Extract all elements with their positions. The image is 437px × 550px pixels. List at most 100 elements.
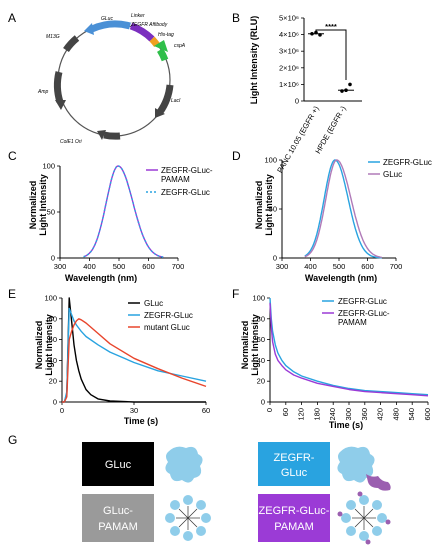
panel-label-e: E — [8, 287, 16, 301]
box-zegfr-gluc-label-1: ZEGFR- — [274, 452, 315, 464]
e-y-tick-label: 80 — [49, 314, 57, 323]
amp-segment — [53, 71, 64, 104]
d-y-axis-title-line2: Light Intensity — [264, 174, 274, 236]
f-x-tick-label: 0 — [265, 408, 274, 412]
c-x-tick-label: 500 — [113, 262, 126, 271]
gluc-gene-arrow — [90, 20, 131, 33]
c-x-tick-label: 300 — [54, 262, 67, 271]
d-x-tick-label: 500 — [333, 262, 346, 271]
e-x-axis-title: Time (s) — [124, 416, 158, 426]
cole1-segment — [103, 131, 121, 140]
f-x-tick-label: 180 — [312, 408, 321, 421]
e-y-tick-label: 0 — [53, 398, 57, 407]
b-data-point — [318, 33, 322, 37]
b-data-point — [310, 31, 314, 36]
gluc-arrowhead — [84, 23, 94, 35]
box-zegfr-gluc-pamam — [258, 494, 330, 542]
f-y-tick-label: 40 — [257, 356, 265, 365]
box-gluc-pamam — [82, 494, 154, 542]
e-x-tick-label: 60 — [202, 406, 210, 415]
b-y-axis-title: Light Intensity (RLU) — [249, 16, 259, 105]
f-legend-label-pamam-2: PAMAM — [338, 318, 367, 327]
f-x-tick-label: 420 — [376, 408, 385, 421]
b-significance-label: **** — [325, 22, 337, 31]
b-data-point — [344, 88, 348, 93]
c-x-axis-title: Wavelength (nm) — [65, 273, 137, 283]
e-y-tick-label: 100 — [44, 294, 57, 303]
panel-label-f: F — [232, 287, 239, 301]
f-y-tick-label: 100 — [252, 294, 265, 303]
b-y-tick-label: 3×10⁶ — [279, 47, 299, 56]
f-x-tick-label: 120 — [297, 408, 306, 421]
zegfr-gluc-protein-icon — [337, 446, 375, 483]
e-y-tick-label: 20 — [49, 377, 57, 386]
laci-arrowhead — [155, 108, 165, 118]
box-zegfr-gluc-label-2: GLuc — [281, 467, 308, 479]
d-series-line-1 — [304, 159, 382, 258]
box-gluc — [82, 442, 154, 486]
f-legend-label-pamam-1: ZEGFR-GLuc- — [338, 309, 390, 318]
d-x-tick-label: 300 — [276, 262, 289, 271]
f-y-tick-label: 0 — [261, 398, 265, 407]
f-x-tick-label: 540 — [407, 408, 416, 421]
m13g-segment — [63, 35, 80, 53]
pamam-zegfr-gluc-icon — [337, 491, 391, 545]
b-y-tick-label: 0 — [295, 97, 299, 106]
box-zegfr-gluc — [258, 442, 330, 486]
box-zegfr-gluc-pamam-label-1: ZEGFR-GLuc- — [259, 505, 330, 517]
d-x-tick-label: 400 — [304, 262, 317, 271]
f-x-tick-label: 60 — [281, 408, 290, 416]
chart-e: 0 30 60 0 20 40 60 80 100 Time (s) Normalized Li… — [34, 294, 210, 427]
box-gluc-pamam-label-2: PAMAM — [98, 521, 138, 533]
e-y-axis-title-line2: Light Intensity — [44, 314, 54, 376]
d-y-tick-label: 50 — [269, 205, 277, 214]
f-series-line-1 — [269, 303, 429, 397]
plasmid-map: GLuc Linker ZEGFR Affibody His-tag cspA … — [37, 13, 186, 145]
map-label-amp: Amp — [37, 89, 49, 95]
e-y-tick-label: 60 — [49, 335, 57, 344]
c-y-tick-label: 50 — [47, 208, 55, 217]
panel-label-a: A — [8, 11, 16, 25]
d-x-axis-title: Wavelength (nm) — [305, 273, 377, 283]
f-x-tick-label: 600 — [423, 408, 432, 421]
panel-label-d: D — [232, 149, 241, 163]
cspa-segment — [157, 48, 169, 62]
amp-arrowhead — [55, 100, 66, 110]
f-y-tick-label: 20 — [257, 377, 265, 386]
affibody-icon — [366, 474, 391, 491]
map-label-gluc: GLuc — [101, 16, 113, 22]
f-x-axis-title: Time (s) — [329, 420, 363, 430]
map-label-linker: Linker — [131, 13, 145, 19]
box-gluc-label: GLuc — [105, 459, 132, 471]
box-zegfr-gluc-pamam-label-2: PAMAM — [274, 521, 314, 533]
e-legend-label-mutant: mutant GLuc — [144, 323, 190, 332]
e-legend-label-zegfr: ZEGFR-GLuc — [144, 311, 193, 320]
f-x-tick-label: 480 — [391, 408, 400, 421]
c-legend-label-zegfr: ZEGFR-GLuc — [161, 188, 210, 197]
e-legend-label-gluc: GLuc — [144, 299, 163, 308]
c-series-line-1 — [83, 165, 164, 258]
map-label-his-tag: His-tag — [158, 32, 174, 38]
c-legend-label-pamam-2: PAMAM — [161, 175, 190, 184]
d-y-tick-label: 100 — [264, 156, 277, 165]
d-series-line-0 — [304, 159, 382, 259]
f-series-line-0 — [269, 297, 429, 396]
laci-segment — [157, 84, 174, 115]
panel-label-c: C — [8, 149, 17, 163]
b-data-point — [314, 30, 318, 35]
f-y-axis-title-line1: Normalized — [240, 321, 250, 370]
schematic-g: GLuc ZEGFR- GLuc GLuc- PAMAM ZEGFR-GLuc-… — [82, 442, 391, 545]
c-y-tick-label: 100 — [42, 162, 55, 171]
b-data-point — [348, 82, 352, 87]
panel-label-g: G — [8, 433, 17, 447]
f-legend-label-zegfr: ZEGFR-GLuc — [338, 297, 387, 306]
c-y-axis-title-line2: Light Intensity — [38, 174, 48, 236]
c-y-tick-label: 0 — [51, 254, 55, 263]
chart-c: 300 400 500 600 700 0 50 100 Wavelength (nm) No… — [28, 162, 213, 284]
map-label-zegfr-affibody: ZEGFR Affibody — [130, 22, 168, 28]
c-x-tick-label: 700 — [172, 262, 185, 271]
e-y-axis-title-line1: Normalized — [34, 321, 44, 370]
c-series-line-0 — [83, 165, 164, 258]
e-x-tick-label: 30 — [130, 406, 138, 415]
d-legend-label-gluc: GLuc — [383, 170, 402, 179]
